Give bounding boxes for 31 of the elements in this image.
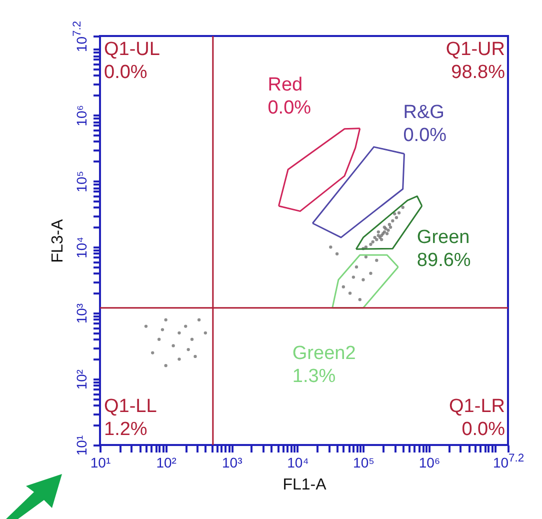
annotation: 0.0% xyxy=(104,62,148,83)
annotation: 1.2% xyxy=(104,419,148,440)
x-axis-title: FL1-A xyxy=(282,476,327,494)
annotation: Q1-UL xyxy=(104,39,160,60)
y-tick-label: 10⁶ xyxy=(74,104,90,126)
y-tick-label: 10³ xyxy=(74,303,90,324)
x-tick-label: 10³ xyxy=(222,454,243,470)
y-tick-label: 10² xyxy=(74,369,90,390)
annotation: 0.0% xyxy=(403,124,447,146)
x-tick-label: 10⁴ xyxy=(287,454,309,470)
series-label: Green xyxy=(416,227,470,248)
annotation: 0.0% xyxy=(462,419,506,440)
annotation: Q1-LR xyxy=(449,396,505,417)
annotation: 89.6% xyxy=(416,250,471,272)
annotation: 0.0% xyxy=(268,97,312,118)
text: Red xyxy=(268,74,303,96)
x-tick-label: 10¹ xyxy=(90,454,111,470)
x-tick-label: 10⁵ xyxy=(353,454,374,470)
series-label: R&G xyxy=(403,102,444,123)
x-tick-label: 10$^{7.2}$ xyxy=(492,452,524,470)
y-tick-label: 10⁵ xyxy=(74,170,90,192)
y-axis-title: FL3-A xyxy=(50,218,66,263)
annotation: 1.3% xyxy=(292,366,336,387)
annotation: 98.8% xyxy=(451,62,506,83)
annotation: Q1-UR xyxy=(446,39,505,60)
x-tick-label: 10⁶ xyxy=(418,454,440,470)
annotation: Q1-LL xyxy=(104,396,157,417)
x-tick-label: 10² xyxy=(156,454,177,470)
y-tick-label: 10⁴ xyxy=(74,236,90,258)
text: Green2 xyxy=(292,342,356,364)
y-tick-label: 10¹ xyxy=(74,435,90,456)
